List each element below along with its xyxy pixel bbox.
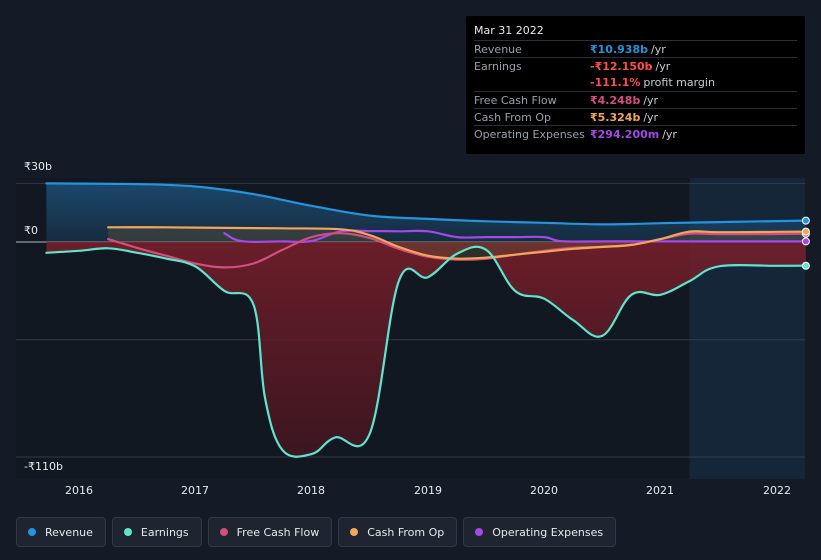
earnings-dot-icon: [123, 528, 132, 536]
earnings-line: [45, 245, 807, 458]
tooltip-value: -₹12.150b/yr: [590, 60, 671, 73]
legend-item-free-cash-flow[interactable]: Free Cash Flow: [207, 517, 333, 547]
tooltip-value: ₹4.248b/yr: [590, 94, 659, 107]
earnings-area: [46, 242, 806, 457]
legend: Revenue Earnings Free Cash Flow Cash Fro…: [16, 517, 617, 547]
legend-item-revenue[interactable]: Revenue: [16, 517, 106, 547]
tooltip-row-earnings: Earnings -₹12.150b/yr: [474, 57, 797, 75]
revenue-dot-icon: [28, 528, 36, 536]
tooltip-value: ₹10.938b/yr: [590, 43, 666, 56]
operating-expenses-dot-icon: [475, 528, 484, 536]
tooltip-label: Revenue: [474, 43, 522, 56]
free-cash-flow-dot-icon: [219, 528, 228, 536]
operating-expenses-end-marker: [801, 237, 810, 246]
cash-from-op-dot-icon: [350, 528, 359, 536]
operating-expenses-line: [223, 229, 807, 244]
tooltip-row-margin: -111.1% profit margin: [474, 74, 797, 91]
x-tick-label-2020: 2020: [530, 484, 558, 497]
revenue-line: [45, 182, 807, 226]
x-tick-label-2016: 2016: [65, 484, 93, 497]
tooltip-row-cash-from-op: Cash From Op ₹5.324b/yr: [474, 108, 797, 126]
cash-from-op-end-marker: [801, 227, 810, 236]
y-tick-label-top: ₹30b: [24, 160, 52, 173]
tooltip-value: ₹294.200m/yr: [590, 128, 677, 141]
tooltip-date: Mar 31 2022: [474, 24, 544, 37]
x-tick-label-2019: 2019: [414, 484, 442, 497]
tooltip-label: Earnings: [474, 60, 522, 73]
tooltip-label: Cash From Op: [474, 111, 552, 124]
revenue-end-marker: [801, 216, 810, 225]
legend-label: Earnings: [140, 525, 189, 539]
cash-from-op-line: [107, 226, 807, 260]
legend-item-earnings[interactable]: Earnings: [111, 517, 202, 547]
x-tick-label-2022: 2022: [763, 484, 791, 497]
legend-label: Operating Expenses: [492, 525, 604, 539]
legend-item-operating-expenses[interactable]: Operating Expenses: [463, 517, 617, 547]
cash-from-op-area: [108, 227, 806, 259]
y-tick-label-zero: ₹0: [24, 224, 38, 237]
tooltip-value: ₹5.324b/yr: [590, 111, 659, 124]
tooltip-label: Operating Expenses: [474, 128, 585, 141]
legend-item-cash-from-op[interactable]: Cash From Op: [338, 517, 458, 547]
earnings-end-marker: [801, 261, 810, 270]
x-tick-label-2017: 2017: [181, 484, 209, 497]
tooltip-row-operating-expenses: Operating Expenses ₹294.200m/yr: [474, 125, 797, 143]
tooltip-row-free-cash-flow: Free Cash Flow ₹4.248b/yr: [474, 91, 797, 109]
data-tooltip: Mar 31 2022 Revenue ₹10.938b/yr Earnings…: [466, 16, 805, 154]
legend-label: Cash From Op: [367, 525, 445, 539]
legend-label: Revenue: [45, 525, 93, 539]
x-tick-label-2018: 2018: [297, 484, 325, 497]
x-tick-label-2021: 2021: [646, 484, 674, 497]
tooltip-row-revenue: Revenue ₹10.938b/yr: [474, 40, 797, 58]
y-tick-label-bottom: -₹110b: [24, 460, 63, 473]
legend-label: Free Cash Flow: [236, 525, 320, 539]
tooltip-value: -111.1% profit margin: [590, 76, 715, 89]
tooltip-label: Free Cash Flow: [474, 94, 557, 107]
